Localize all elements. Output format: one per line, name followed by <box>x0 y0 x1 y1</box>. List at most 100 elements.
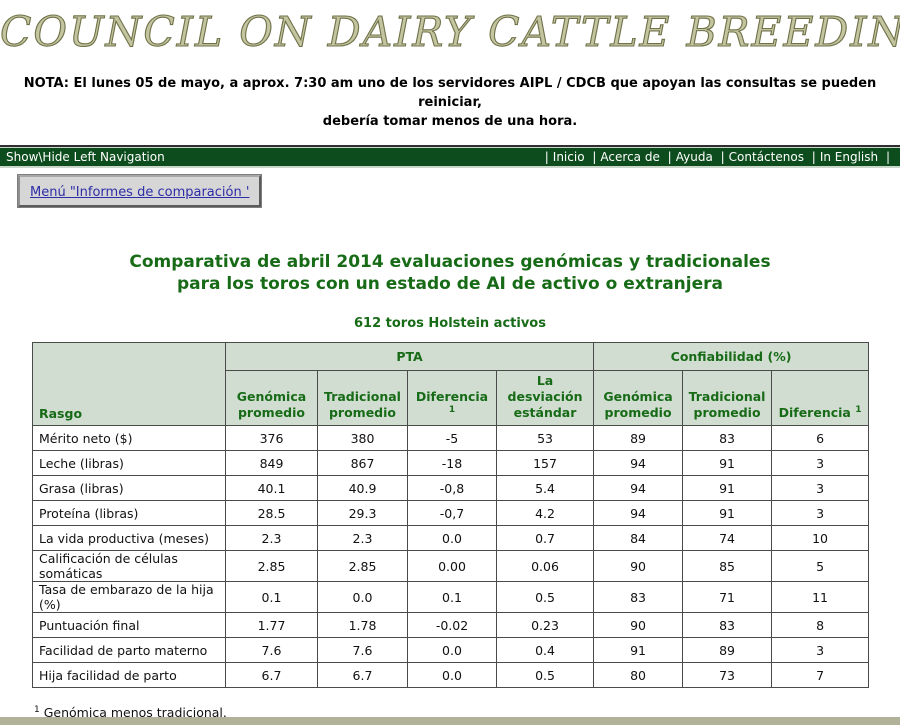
table-sub-header-row: Genómica promedio Tradicional promedio D… <box>33 370 870 427</box>
trait-label-cell: Facilidad de parto materno <box>32 637 226 664</box>
conf-genomica-cell: 90 <box>593 550 684 583</box>
pta-diferencia-cell: 0.0 <box>407 662 497 689</box>
conf-diferencia-cell: 6 <box>771 425 870 452</box>
desviacion-estandar-cell: 0.4 <box>495 637 595 664</box>
comparison-table: Rasgo PTA Confiabilidad (%) Genómica pro… <box>32 342 870 689</box>
conf-tradicional-cell: 83 <box>682 612 773 639</box>
nav-link-contactenos[interactable]: Contáctenos <box>728 149 804 164</box>
table-footnote: 1 Genómica menos tradicional. <box>34 705 900 720</box>
nav-separator: | <box>592 149 597 164</box>
pta-tradicional-cell: 40.9 <box>317 475 408 502</box>
desviacion-estandar-cell: 0.7 <box>495 525 595 552</box>
conf-tradicional-cell: 91 <box>682 450 773 477</box>
conf-diferencia-cell: 3 <box>771 637 870 664</box>
pta-diferencia-cell: -0.02 <box>407 612 497 639</box>
menu-row: Menú "Informes de comparación ' <box>16 173 900 208</box>
conf-diferencia-cell: 3 <box>771 475 870 502</box>
table-group-header-row: Rasgo PTA Confiabilidad (%) <box>32 342 870 427</box>
conf-genomica-cell: 80 <box>593 662 684 689</box>
report-title: Comparativa de abril 2014 evaluaciones g… <box>0 251 900 297</box>
table-row: Hija facilidad de parto 6.7 6.7 0.0 0.5 … <box>32 662 870 689</box>
trait-label-cell: Calificación de células somáticas <box>32 550 226 583</box>
pta-tradicional-cell: 6.7 <box>317 662 408 689</box>
column-header-desviacion-estandar: La desviación estándar <box>495 370 595 427</box>
trait-label-cell: Proteína (libras) <box>32 500 226 527</box>
pta-tradicional-cell: 1.78 <box>317 612 408 639</box>
report-title-line-1: Comparativa de abril 2014 evaluaciones g… <box>129 251 771 272</box>
trait-label-cell: Hija facilidad de parto <box>32 662 226 689</box>
notice-line-1: NOTA: El lunes 05 de mayo, a aprox. 7:30… <box>23 76 877 110</box>
navbar-links: | Inicio | Acerca de | Ayuda | Contáctenos |… <box>541 150 894 164</box>
nav-link-ayuda[interactable]: Ayuda <box>675 149 713 164</box>
comparison-reports-menu-button[interactable]: Menú "Informes de comparación ' <box>16 173 263 208</box>
column-header-conf-diferencia: Diferencia 1 <box>771 370 870 427</box>
conf-genomica-cell: 94 <box>593 500 684 527</box>
conf-diferencia-cell: 3 <box>771 450 870 477</box>
desviacion-estandar-cell: 4.2 <box>495 500 595 527</box>
masthead: COUNCIL ON DAIRY CATTLE BREEDING <box>0 0 900 58</box>
footnote-marker: 1 <box>448 404 456 415</box>
table-row: Puntuación final 1.77 1.78 -0.02 0.23 90… <box>32 612 870 639</box>
column-header-rasgo: Rasgo <box>32 342 226 427</box>
pta-tradicional-cell: 0.0 <box>317 581 408 614</box>
trait-label-cell: Puntuación final <box>32 612 226 639</box>
footnote-marker: 1 <box>34 705 40 716</box>
brand-title: COUNCIL ON DAIRY CATTLE BREEDING <box>0 7 900 56</box>
group-header-pta: PTA <box>224 342 595 372</box>
desviacion-estandar-cell: 53 <box>495 425 595 452</box>
pta-genomica-cell: 7.6 <box>225 637 318 664</box>
pta-genomica-cell: 2.3 <box>225 525 318 552</box>
conf-genomica-cell: 91 <box>593 637 684 664</box>
desviacion-estandar-cell: 5.4 <box>495 475 595 502</box>
pta-diferencia-cell: -0,7 <box>407 500 497 527</box>
desviacion-estandar-cell: 0.5 <box>495 581 595 614</box>
nav-link-in-english[interactable]: In English <box>819 149 879 164</box>
conf-diferencia-cell: 5 <box>771 550 870 583</box>
conf-genomica-cell: 94 <box>593 475 684 502</box>
nav-separator: | <box>720 149 725 164</box>
desviacion-estandar-cell: 0.23 <box>495 612 595 639</box>
report-subtitle: 612 toros Holstein activos <box>354 316 546 332</box>
table-row: Facilidad de parto materno 7.6 7.6 0.0 0… <box>32 637 870 664</box>
pta-genomica-cell: 1.77 <box>225 612 318 639</box>
table-row: Grasa (libras) 40.1 40.9 -0,8 5.4 94 91 … <box>32 475 870 502</box>
pta-genomica-cell: 28.5 <box>225 500 318 527</box>
pta-tradicional-cell: 867 <box>317 450 408 477</box>
table-row: Calificación de células somáticas 2.85 2… <box>32 550 870 583</box>
pta-genomica-cell: 849 <box>225 450 318 477</box>
desviacion-estandar-cell: 0.5 <box>495 662 595 689</box>
column-header-pta-genomica: Genómica promedio <box>225 370 318 427</box>
conf-tradicional-cell: 83 <box>682 425 773 452</box>
conf-genomica-cell: 90 <box>593 612 684 639</box>
pta-genomica-cell: 6.7 <box>225 662 318 689</box>
bottom-divider-bar <box>0 717 900 725</box>
desviacion-estandar-cell: 157 <box>495 450 595 477</box>
trait-label-cell: Tasa de embarazo de la hija (%) <box>32 581 226 614</box>
conf-diferencia-cell: 3 <box>771 500 870 527</box>
trait-label-cell: Leche (libras) <box>32 450 226 477</box>
pta-diferencia-cell: 0.00 <box>407 550 497 583</box>
nav-separator: | <box>667 149 672 164</box>
nav-separator: | <box>811 149 816 164</box>
column-header-pta-tradicional: Tradicional promedio <box>317 370 408 427</box>
table-row: Leche (libras) 849 867 -18 157 94 91 3 <box>32 450 870 477</box>
server-restart-notice: NOTA: El lunes 05 de mayo, a aprox. 7:30… <box>0 75 900 132</box>
conf-tradicional-cell: 71 <box>682 581 773 614</box>
nav-link-acerca-de[interactable]: Acerca de <box>600 149 660 164</box>
report-title-line-2: para los toros con un estado de AI de ac… <box>177 274 723 295</box>
notice-line-2: debería tomar menos de una hora. <box>322 113 578 129</box>
toggle-left-navigation-link[interactable]: Show\Hide Left Navigation <box>6 149 165 164</box>
column-header-conf-tradicional: Tradicional promedio <box>682 370 773 427</box>
conf-genomica-cell: 89 <box>593 425 684 452</box>
pta-diferencia-cell: 0.1 <box>407 581 497 614</box>
pta-tradicional-cell: 7.6 <box>317 637 408 664</box>
column-header-conf-genomica: Genómica promedio <box>593 370 684 427</box>
pta-tradicional-cell: 2.3 <box>317 525 408 552</box>
pta-diferencia-cell: -18 <box>407 450 497 477</box>
conf-tradicional-cell: 89 <box>682 637 773 664</box>
pta-diferencia-cell: -0,8 <box>407 475 497 502</box>
pta-tradicional-cell: 380 <box>317 425 408 452</box>
comparison-reports-menu-link[interactable]: Menú "Informes de comparación ' <box>30 184 250 200</box>
nav-link-inicio[interactable]: Inicio <box>552 149 585 164</box>
pta-genomica-cell: 40.1 <box>225 475 318 502</box>
